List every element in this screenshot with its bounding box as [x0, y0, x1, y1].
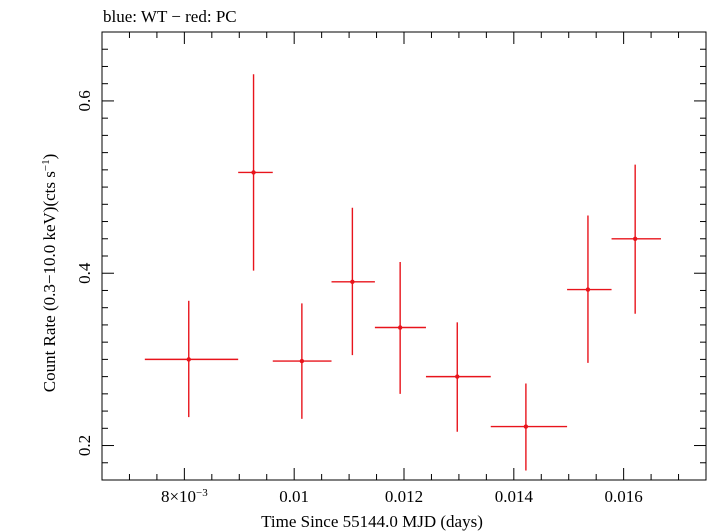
x-tick-label: 8×10−3 — [161, 487, 208, 506]
data-point-group — [611, 164, 661, 314]
data-point — [350, 279, 355, 285]
data-point-group — [331, 207, 375, 356]
x-tick-label: 0.016 — [605, 487, 643, 506]
data-point-group — [425, 322, 491, 432]
data-point-group — [374, 262, 426, 394]
y-tick-label: 0.4 — [75, 262, 94, 284]
data-point-group — [144, 300, 239, 418]
x-tick-label: 0.014 — [495, 487, 534, 506]
y-axis-label: Count Rate (0.3−10.0 keV)(cts s−1) — [40, 154, 59, 393]
x-tick-label: 0.012 — [385, 487, 423, 506]
x-axis-label: Time Since 55144.0 MJD (days) — [261, 512, 483, 531]
data-point — [523, 424, 529, 429]
data-series — [144, 74, 661, 471]
y-tick-label: 0.6 — [75, 90, 94, 111]
data-point — [397, 325, 403, 330]
x-tick-label: 0.01 — [279, 487, 309, 506]
data-point — [455, 374, 460, 379]
data-point — [251, 170, 256, 175]
plot-frame — [101, 31, 707, 481]
data-point-group — [490, 383, 568, 471]
chart-title: blue: WT − red: PC — [103, 7, 237, 26]
data-point-group — [238, 74, 273, 271]
axis-ticks: 8×10−3 0.01 0.012 0.014 0.016 0.2 0.4 0.6 — [75, 31, 706, 506]
y-tick-label: 0.2 — [75, 435, 94, 456]
data-point — [299, 358, 305, 364]
data-point-group — [272, 303, 332, 419]
data-point — [632, 236, 638, 241]
data-point — [186, 357, 191, 362]
data-point — [585, 287, 591, 292]
data-point-group — [567, 215, 612, 363]
